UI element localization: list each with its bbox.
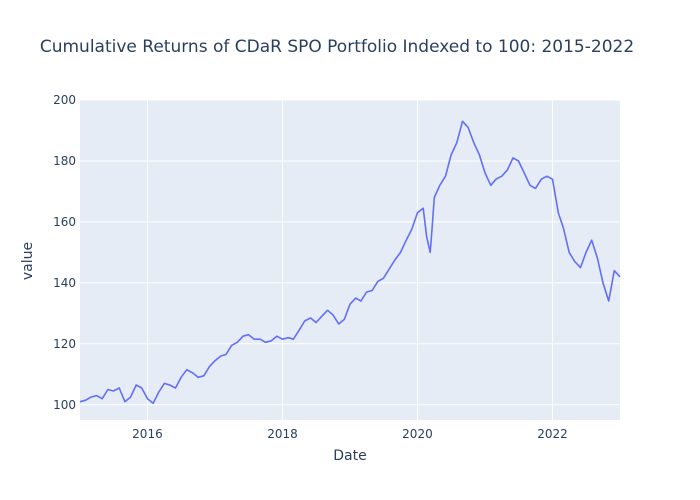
series-line: [79, 120, 621, 405]
plot-area: [80, 100, 620, 420]
x-tick-label: 2020: [402, 427, 433, 441]
x-axis-ticks: 2016 2018 2020 2022: [132, 427, 568, 441]
y-tick-label: 140: [53, 276, 76, 290]
y-axis-ticks: 100 120 140 160 180 200: [53, 93, 76, 412]
x-tick-label: 2018: [267, 427, 298, 441]
y-tick-label: 180: [53, 154, 76, 168]
y-axis-title: value: [20, 242, 36, 280]
x-tick-label: 2016: [132, 427, 163, 441]
x-axis-title: Date: [333, 448, 366, 464]
x-tick-label: 2022: [537, 427, 568, 441]
chart-title: Cumulative Returns of CDaR SPO Portfolio…: [40, 37, 634, 57]
y-tick-label: 160: [53, 215, 76, 229]
series-layer: [79, 120, 621, 405]
y-tick-label: 100: [53, 398, 76, 412]
gridlines: [80, 99, 620, 420]
y-tick-label: 120: [53, 337, 76, 351]
y-tick-label: 200: [53, 93, 76, 107]
